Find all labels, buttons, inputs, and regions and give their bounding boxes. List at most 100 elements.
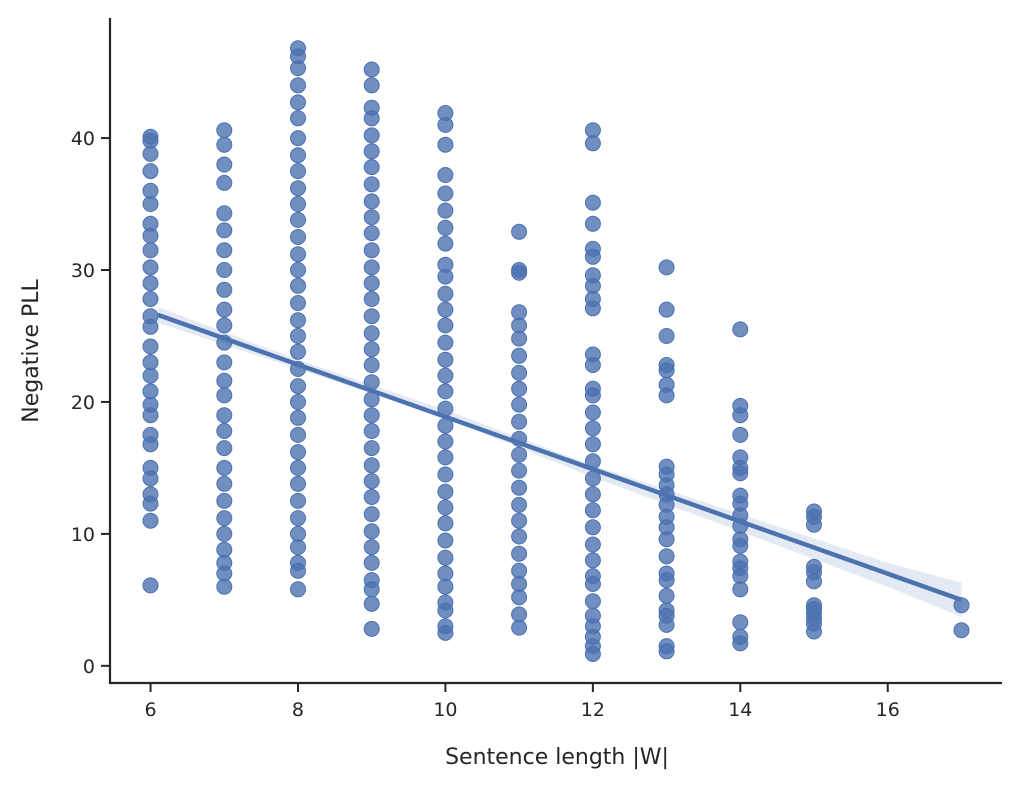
data-point [290,539,306,556]
data-point [142,291,159,307]
data-point [511,330,528,347]
data-point [437,116,454,133]
data-point [290,211,306,228]
data-point [363,110,380,127]
data-point [290,295,306,311]
data-point [290,378,306,395]
data-point [216,440,233,457]
data-point [363,77,380,94]
data-point [363,176,380,193]
data-point [584,300,601,317]
regression-layer [157,312,963,602]
y-tick-label: 40 [71,128,95,150]
data-point [142,227,159,244]
data-point [437,549,454,566]
data-point [290,60,306,77]
data-point [437,285,454,302]
data-point [290,246,306,263]
data-point [216,372,233,389]
data-point [363,457,380,474]
data-point [363,259,380,276]
data-point [142,367,159,384]
data-point [584,436,601,453]
data-point [437,383,454,400]
y-tick-label: 30 [71,260,95,282]
data-point [290,343,306,360]
regression-line [157,312,963,602]
data-point [363,423,380,439]
data-point [437,167,454,183]
data-point [584,502,601,519]
data-point [363,523,380,540]
data-point [290,163,306,180]
data-point [437,367,454,384]
x-tick-label: 16 [876,699,900,721]
data-point [290,130,306,147]
data-point [363,225,380,242]
data-point [437,235,454,252]
data-point [142,145,159,162]
data-point [437,351,454,368]
data-point [584,519,601,536]
data-point [511,223,528,240]
data-point [290,328,306,344]
data-point [437,219,454,236]
data-point [216,407,233,424]
data-point [584,420,601,437]
data-point [732,465,749,482]
confidence-band [157,307,962,617]
data-point [437,433,454,450]
data-point [658,387,675,404]
data-point [142,512,159,529]
data-point [584,536,601,553]
data-point [511,589,528,606]
x-tick-label: 6 [144,699,156,721]
data-point [658,548,675,565]
data-point [584,357,601,373]
data-point [363,440,380,457]
data-point [290,229,306,245]
data-point [290,581,306,598]
data-point [363,341,380,358]
data-point [584,194,601,211]
data-point [806,573,822,590]
data-point [142,318,159,335]
data-point [216,174,233,191]
data-point [290,77,306,94]
data-point [363,61,380,78]
data-point [953,622,970,639]
data-point [363,473,380,490]
data-point [363,308,380,325]
data-point [216,354,233,371]
data-point [732,614,749,631]
data-point [511,264,528,281]
data-point [216,459,233,476]
data-point [142,275,159,292]
data-point [216,222,233,239]
data-point [658,301,675,318]
data-point [290,409,306,426]
data-point [290,196,306,212]
data-point [806,623,822,640]
data-point [216,317,233,334]
data-point [290,459,306,476]
data-point [363,127,380,144]
data-point [511,446,528,463]
data-point [216,205,233,222]
data-point [437,532,454,549]
data-point [511,512,528,529]
data-point [363,242,380,259]
data-point [363,275,380,292]
data-point [216,242,233,259]
x-tick-label: 12 [581,699,605,721]
data-point [658,328,675,344]
data-point [511,413,528,430]
data-point [511,396,528,413]
data-point [142,163,159,180]
data-point [511,347,528,364]
data-point [216,387,233,404]
data-point [290,426,306,443]
data-point [216,281,233,298]
data-point [363,595,380,612]
data-point [658,259,675,276]
